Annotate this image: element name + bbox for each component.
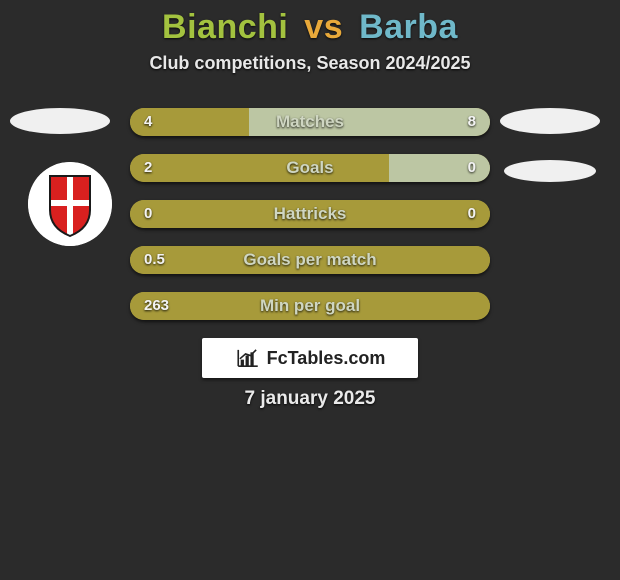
player2-name: Barba [359, 8, 458, 46]
stat-label: Matches [130, 108, 490, 136]
subtitle: Club competitions, Season 2024/2025 [0, 53, 620, 74]
site-logo[interactable]: FcTables.com [202, 338, 418, 378]
club-badge-svg [28, 162, 112, 246]
title-vs: vs [304, 8, 343, 46]
title: Bianchi vs Barba [0, 8, 620, 47]
comparison-card: Bianchi vs Barba Club competitions, Seas… [0, 0, 620, 410]
stat-row: 263Min per goal [130, 292, 490, 320]
right-oval-1 [500, 108, 600, 134]
stat-row: 48Matches [130, 108, 490, 136]
stat-label: Min per goal [130, 292, 490, 320]
barchart-icon [235, 345, 261, 371]
bars-list: 48Matches 20Goals 00Hattricks 0.5Goals per … [130, 108, 490, 320]
player1-name: Bianchi [162, 8, 288, 46]
club-badge [28, 162, 112, 246]
stat-row: 00Hattricks [130, 200, 490, 228]
stats-area: 48Matches 20Goals 00Hattricks 0.5Goals per … [0, 108, 620, 320]
stat-label: Goals [130, 154, 490, 182]
stat-row: 0.5Goals per match [130, 246, 490, 274]
stat-label: Goals per match [130, 246, 490, 274]
date-line: 7 january 2025 [0, 388, 620, 410]
stat-row: 20Goals [130, 154, 490, 182]
left-oval-1 [10, 108, 110, 134]
right-oval-2 [504, 160, 596, 182]
site-logo-text: FcTables.com [267, 348, 386, 369]
stat-label: Hattricks [130, 200, 490, 228]
